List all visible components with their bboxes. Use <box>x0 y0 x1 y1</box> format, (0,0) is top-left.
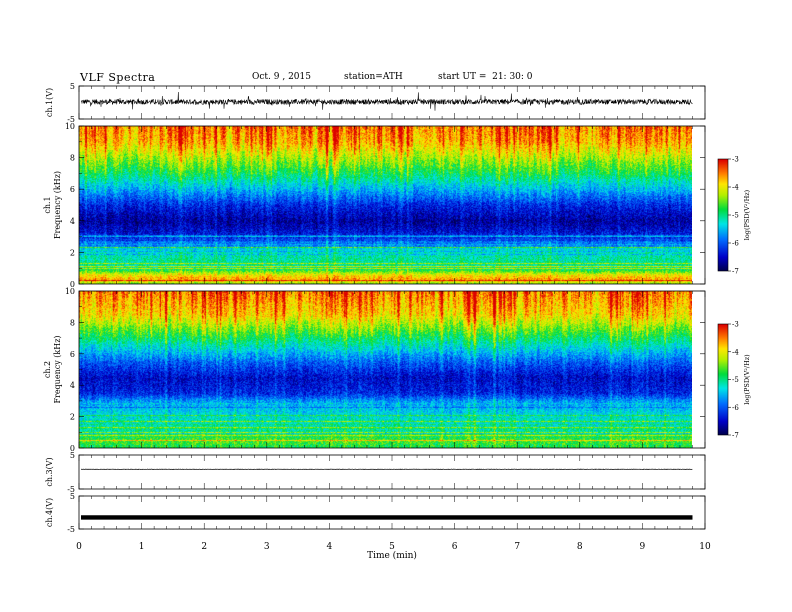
waveform-trace <box>80 92 693 111</box>
colorbar-tick-label: -5 <box>732 212 739 220</box>
colorbar <box>718 324 728 435</box>
colorbar-tick-label: -4 <box>732 184 739 192</box>
colorbar-label: log(PSD(V²/Hz) <box>743 354 751 405</box>
y-tick-label: 6 <box>70 185 75 194</box>
waveform-trace <box>81 515 693 520</box>
colorbar-tick-label: -3 <box>732 156 739 164</box>
colorbar-tick-label: -3 <box>732 321 739 329</box>
x-tick-label: 5 <box>389 542 395 552</box>
y-tick-label: 8 <box>70 318 75 327</box>
y-axis-label: ch.1 <box>43 196 52 213</box>
y-tick-label: 5 <box>70 451 75 460</box>
date-label: Oct. 9 , 2015 <box>252 72 311 82</box>
y-axis-label: ch.3(V) <box>45 457 54 486</box>
colorbar-tick-label: -6 <box>732 404 739 412</box>
colorbar-tick-label: -6 <box>732 240 739 248</box>
y-axis-label: ch.4(V) <box>45 498 54 527</box>
y-tick-label: 10 <box>65 287 75 296</box>
y-tick-label: 6 <box>70 350 75 359</box>
y-tick-label: 5 <box>70 492 75 501</box>
y-axis-label: ch.1(V) <box>45 88 54 117</box>
spectrogram-image <box>79 291 692 448</box>
y-tick-label: -5 <box>67 485 75 494</box>
x-axis-label: Time (min) <box>367 550 417 561</box>
y-axis-label: Frequency (kHz) <box>53 171 62 239</box>
panel-ch1: 5 -5 ch.1(V) <box>45 82 706 124</box>
y-tick-label: 10 <box>65 122 75 131</box>
x-tick-label: 0 <box>76 542 82 552</box>
station-label: station=ATH <box>344 72 403 82</box>
colorbar-tick-label: -7 <box>732 268 739 276</box>
y-axis-label: Frequency (kHz) <box>53 335 62 403</box>
x-tick-label: 7 <box>514 542 520 552</box>
x-tick-label: 8 <box>577 542 583 552</box>
y-axis-label: ch.2 <box>43 361 52 378</box>
y-tick-label: 2 <box>70 413 75 422</box>
x-tick-label: 3 <box>264 542 270 552</box>
panel-ch3: 5 -5 ch.3(V) <box>45 451 706 494</box>
colorbar-tick-label: -5 <box>732 376 739 384</box>
panel-ch4: 5 -5 ch.4(V) <box>45 492 706 534</box>
y-tick-label: 8 <box>70 154 75 163</box>
x-axis: 0 1 2 3 4 5 6 7 8 9 10 Time (min) <box>76 542 711 561</box>
y-tick-label: -5 <box>67 115 75 124</box>
panel-ch2-spec: -3 -4 -5 -6 -7 log(PSD(V²/Hz) 0 2 4 6 8 10 ch.2 Frequ… <box>43 287 751 453</box>
x-tick-label: 1 <box>139 542 145 552</box>
x-tick-label: 9 <box>640 542 646 552</box>
chart-title: VLF Spectra <box>80 71 156 84</box>
x-tick-label: 10 <box>699 542 711 552</box>
y-tick-label: 2 <box>70 248 75 257</box>
x-tick-label: 2 <box>201 542 207 552</box>
colorbar-label: log(PSD(V²/Hz) <box>743 189 751 240</box>
y-tick-label: 5 <box>70 82 75 91</box>
x-tick-label: 4 <box>327 542 333 552</box>
y-tick-label: 4 <box>70 381 75 390</box>
y-tick-label: 0 <box>70 444 75 453</box>
spectrogram-image <box>79 126 692 284</box>
panel-ch1-spec: -3 -4 -5 -6 -7 log(PSD(V²/Hz) 0 2 4 6 8 10 ch.1 Frequ… <box>43 122 751 289</box>
x-tick-label: 6 <box>452 542 458 552</box>
y-tick-label: 0 <box>70 280 75 289</box>
start-ut-label: start UT = 21: 30: 0 <box>438 72 533 82</box>
colorbar-tick-label: -4 <box>732 348 739 356</box>
colorbar <box>718 159 728 271</box>
y-tick-label: 4 <box>70 217 75 226</box>
y-tick-label: -5 <box>67 525 75 534</box>
colorbar-tick-label: -7 <box>732 432 739 440</box>
